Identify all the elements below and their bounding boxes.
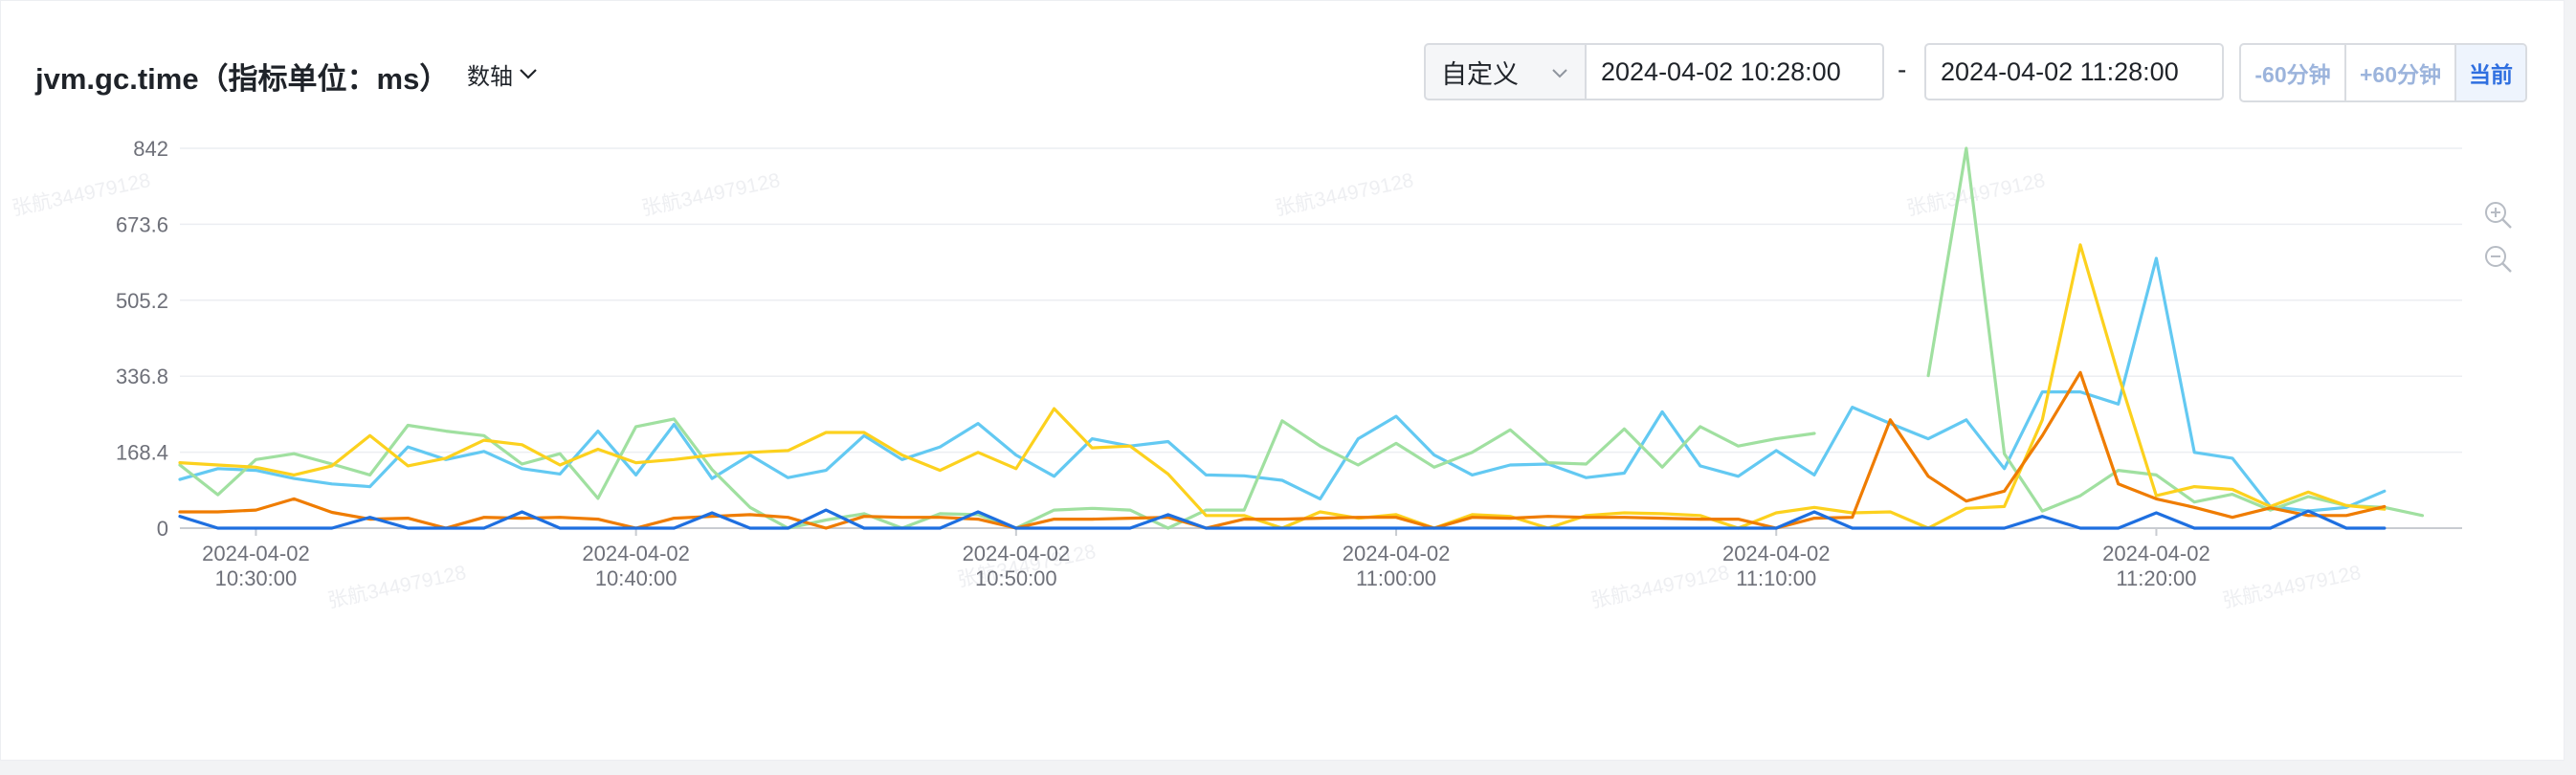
chevron-down-icon (520, 69, 537, 79)
line-chart: 0168.4336.8505.2673.68422024-04-0210:30:… (116, 137, 2462, 590)
end-time-input[interactable] (1924, 43, 2224, 100)
y-tick-label: 842 (133, 137, 168, 161)
x-tick-label: 10:50:00 (975, 566, 1057, 590)
start-time-input[interactable] (1585, 43, 1884, 100)
y-tick-label: 168.4 (116, 441, 168, 465)
y-tick-label: 673.6 (116, 212, 168, 236)
y-tick-label: 336.8 (116, 365, 168, 388)
range-separator: - (1898, 55, 1907, 84)
time-shift-buttons: -60分钟 +60分钟 当前 (2239, 43, 2527, 102)
x-tick-label: 11:20:00 (2116, 566, 2196, 590)
chart-title: jvm.gc.time（指标单位：ms） (35, 62, 450, 96)
x-tick-label: 2024-04-02 (1343, 542, 1451, 565)
y-tick-label: 0 (157, 517, 168, 541)
axis-toggle-label: 数轴 (467, 63, 513, 90)
series-line (178, 508, 2387, 530)
plus-60-min-button[interactable]: +60分钟 (2346, 45, 2456, 100)
range-mode-select[interactable]: 自定义 (1424, 43, 1587, 100)
y-tick-label: 505.2 (116, 289, 168, 313)
minus-60-min-button[interactable]: -60分钟 (2241, 45, 2346, 100)
x-tick-label: 10:30:00 (215, 566, 298, 590)
x-tick-label: 11:10:00 (1736, 566, 1816, 590)
x-tick-label: 2024-04-02 (202, 542, 310, 565)
series-line (1926, 146, 2425, 518)
x-tick-label: 2024-04-02 (582, 542, 690, 565)
axis-toggle[interactable]: 数轴 (467, 59, 540, 90)
zoom-in-icon[interactable] (2483, 200, 2514, 231)
chevron-down-icon (1552, 69, 1567, 78)
range-mode-value: 自定义 (1441, 59, 1519, 89)
series-line (178, 417, 1816, 530)
x-tick-label: 10:40:00 (595, 566, 677, 590)
x-tick-label: 11:00:00 (1356, 566, 1436, 590)
chart-panel: 张航344979128 张航344979128 张航344979128 张航34… (0, 0, 2565, 761)
x-tick-label: 2024-04-02 (963, 542, 1071, 565)
series-line (178, 370, 2387, 530)
zoom-out-icon[interactable] (2483, 244, 2514, 275)
x-tick-label: 2024-04-02 (2102, 542, 2210, 565)
series-line (178, 256, 2387, 513)
series-line (178, 243, 2387, 530)
current-button[interactable]: 当前 (2456, 45, 2525, 100)
x-tick-label: 2024-04-02 (1722, 542, 1831, 565)
